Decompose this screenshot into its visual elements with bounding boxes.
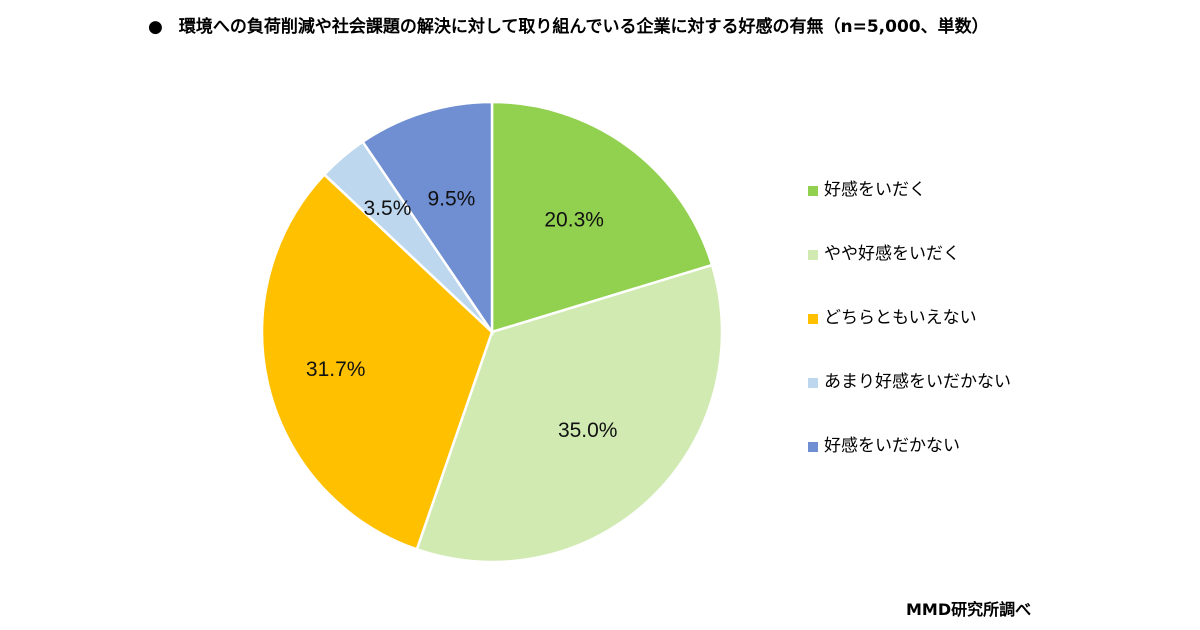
legend-swatch: [808, 314, 818, 324]
pie-slice-5: [360, 100, 494, 337]
legend-item: やや好感をいだく: [808, 242, 1011, 306]
pie-slice-1: [490, 100, 714, 334]
slice-value-label: 9.5%: [427, 188, 475, 211]
legend-swatch: [808, 186, 818, 196]
legend-label: 好感をいだく: [824, 180, 926, 200]
legend-swatch: [808, 378, 818, 388]
legend-item: あまり好感をいだかない: [808, 370, 1011, 434]
legend-label: 好感をいだかない: [824, 436, 960, 456]
slice-value-label: 35.0%: [558, 419, 618, 442]
pie-slice-3: [260, 172, 494, 551]
legend-label: あまり好感をいだかない: [824, 372, 1011, 392]
legend-item: 好感をいだく: [808, 178, 1011, 242]
legend-swatch: [808, 250, 818, 260]
legend-label: やや好感をいだく: [824, 244, 960, 264]
pie-slices: [260, 100, 724, 564]
legend-item: 好感をいだかない: [808, 434, 1011, 498]
slice-value-label: 3.5%: [364, 197, 412, 220]
chart-title: ● 環境への負荷削減や社会課題の解決に対して取り組んでいる企業に対する好感の有無（…: [148, 12, 989, 37]
legend-swatch: [808, 442, 818, 452]
chart-title-text: 環境への負荷削減や社会課題の解決に対して取り組んでいる企業に対する好感の有無（n…: [178, 17, 989, 37]
slice-value-label: 20.3%: [544, 209, 604, 232]
pie-slice-2: [415, 263, 724, 564]
legend: 好感をいだくやや好感をいだく どちらともいえないあまり好感をいだかない 好感をいだか…: [808, 178, 1011, 498]
legend-item: どちらともいえない: [808, 306, 1011, 370]
legend-label: どちらともいえない: [824, 308, 977, 328]
source-note: MMD研究所調べ: [906, 600, 1032, 619]
slice-value-label: 31.7%: [306, 358, 366, 381]
pie-labels: 20.3% 35.0% 31.7% 3.5% 9.5%: [306, 188, 618, 442]
title-bullet: ●: [148, 17, 163, 37]
